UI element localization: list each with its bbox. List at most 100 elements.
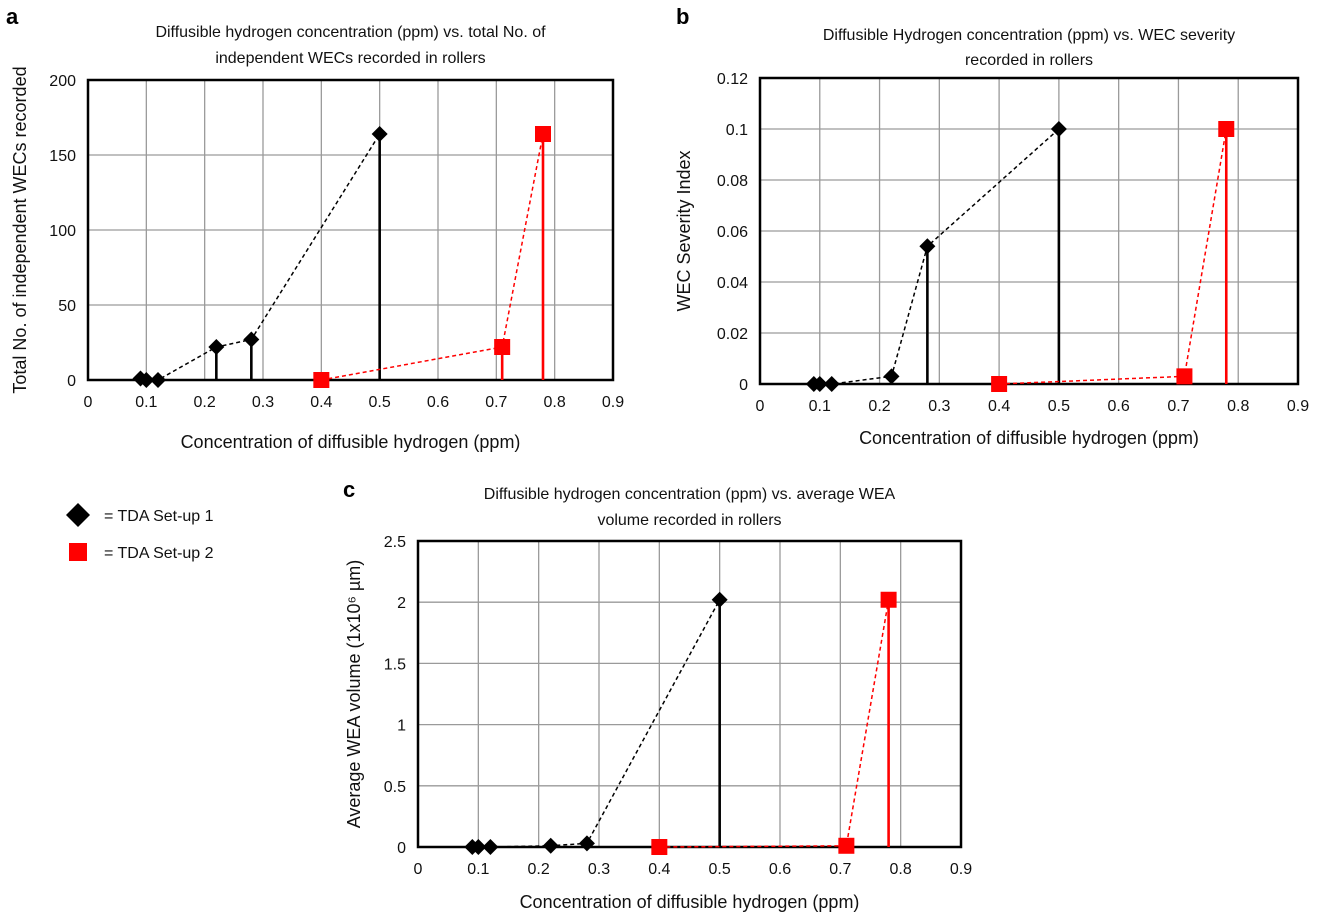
x-tick-label: 0.9 <box>950 861 972 878</box>
panel-label: a <box>6 4 19 29</box>
y-axis-label: Total No. of independent WECs recorded <box>10 66 30 393</box>
x-tick-label: 0.2 <box>868 398 890 415</box>
series-setup-1 <box>805 121 1067 392</box>
chart-panel-a: 0 0.1 0.2 0.3 0.4 0.5 0.6 0.7 0.8 0.9 0 50 100 150 200… <box>6 4 624 452</box>
data-point-square <box>838 837 855 854</box>
x-tick-label: 0.5 <box>1048 398 1070 415</box>
x-axis-label: Concentration of diffusible hydrogen (pp… <box>859 428 1199 448</box>
data-point-diamond <box>883 368 900 385</box>
y-tick-label: 2.5 <box>384 534 406 551</box>
series-setup-2 <box>651 591 897 855</box>
data-point-diamond <box>243 331 260 348</box>
x-axis-label: Concentration of diffusible hydrogen (pp… <box>520 892 860 912</box>
data-point-diamond <box>470 839 487 855</box>
panel-label: b <box>676 4 689 29</box>
x-tick-label: 0.9 <box>1287 398 1309 415</box>
x-axis-label: Concentration of diffusible hydrogen (pp… <box>181 432 521 452</box>
y-tick-label: 150 <box>49 148 76 165</box>
data-point-square <box>1176 368 1193 385</box>
chart-title: independent WECs recorded in rollers <box>215 50 485 67</box>
x-tick-label: 0.2 <box>528 861 550 878</box>
x-tick-label: 0.8 <box>544 394 566 411</box>
series-setup-1 <box>132 126 388 388</box>
legend-label: = TDA Set-up 1 <box>104 508 214 525</box>
x-tick-label: 0.8 <box>1227 398 1249 415</box>
x-tick-label: 0.7 <box>1167 398 1189 415</box>
x-tick-label: 0.1 <box>467 861 489 878</box>
y-axis-label: WEC Severity Index <box>674 150 694 311</box>
plot-frame <box>758 76 1300 386</box>
series-line <box>659 599 890 848</box>
legend: = TDA Set-up 1 = TDA Set-up 2 <box>66 503 214 562</box>
data-point-square <box>651 839 668 855</box>
x-tick-label: 0.5 <box>369 394 391 411</box>
x-tick-label: 0.4 <box>648 861 670 878</box>
y-tick-label: 0.12 <box>717 71 748 88</box>
x-tick-label: 0.6 <box>427 394 449 411</box>
series-setup-2 <box>313 126 551 388</box>
y-tick-label: 2 <box>397 595 406 612</box>
data-point-diamond <box>208 339 225 355</box>
y-tick-label: 1.5 <box>384 656 406 673</box>
data-point-diamond <box>138 372 155 388</box>
x-tick-label: 0.7 <box>829 861 851 878</box>
x-tick-label: 0.3 <box>588 861 610 878</box>
x-tick-label: 0.3 <box>928 398 950 415</box>
y-axis-label: Average WEA volume (1x10⁶ µm) <box>344 560 364 829</box>
y-tick-label: 50 <box>58 298 76 315</box>
legend-square-icon <box>69 543 87 561</box>
plot-frame <box>86 78 615 382</box>
x-tick-label: 0.2 <box>194 394 216 411</box>
y-tick-label: 100 <box>49 223 76 240</box>
chart-panel-c: 0 0.1 0.2 0.3 0.4 0.5 0.6 0.7 0.8 0.9 0 0.5 1 1.5 2 2.5… <box>343 477 972 912</box>
data-point-diamond <box>371 126 388 142</box>
y-tick-label: 0.5 <box>384 779 406 796</box>
x-tick-label: 0 <box>756 398 765 415</box>
series-line <box>472 599 721 848</box>
x-tick-label: 0.6 <box>769 861 791 878</box>
y-tick-label: 0.1 <box>726 122 748 139</box>
chart-title: Diffusible hydrogen concentration (ppm) … <box>484 486 896 503</box>
x-tick-label: 0.4 <box>988 398 1010 415</box>
y-tick-label: 0 <box>397 840 406 857</box>
data-point-square <box>1218 121 1235 137</box>
legend-label: = TDA Set-up 2 <box>104 545 214 562</box>
chart-title: recorded in rollers <box>965 52 1093 69</box>
chart-panel-b: 0 0.1 0.2 0.3 0.4 0.5 0.6 0.7 0.8 0.9 0 0.02 0.04 0.0… <box>674 4 1309 448</box>
x-tick-label: 0.5 <box>709 861 731 878</box>
series-setup-2 <box>991 121 1235 392</box>
legend-diamond-icon <box>66 503 90 527</box>
y-tick-label: 0 <box>739 377 748 394</box>
data-point-diamond <box>711 591 728 608</box>
data-point-diamond <box>1050 121 1067 137</box>
y-tick-label: 0.04 <box>717 275 748 292</box>
series-setup-1 <box>464 591 728 855</box>
plot-frame <box>416 539 963 849</box>
x-tick-label: 0 <box>414 861 423 878</box>
x-tick-label: 0.3 <box>252 394 274 411</box>
panel-label: c <box>343 477 355 502</box>
data-point-square <box>880 591 897 608</box>
x-tick-label: 0.1 <box>809 398 831 415</box>
y-tick-label: 0.02 <box>717 326 748 343</box>
data-point-diamond <box>150 372 166 388</box>
data-point-diamond <box>811 376 828 392</box>
y-tick-label: 0 <box>67 373 76 390</box>
x-tick-label: 0.1 <box>135 394 157 411</box>
series-line <box>813 128 1060 385</box>
x-tick-label: 0.8 <box>890 861 912 878</box>
chart-title: volume recorded in rollers <box>597 512 781 529</box>
y-tick-label: 1 <box>397 718 406 735</box>
series-line <box>140 133 381 381</box>
data-point-square <box>991 376 1008 392</box>
data-point-square <box>313 372 330 388</box>
data-point-square <box>494 339 511 355</box>
y-tick-label: 0.06 <box>717 224 748 241</box>
series-line <box>999 128 1228 385</box>
data-point-diamond <box>482 839 499 855</box>
data-point-diamond <box>578 835 595 852</box>
x-tick-label: 0.7 <box>485 394 507 411</box>
y-tick-label: 200 <box>49 73 76 90</box>
y-tick-label: 0.08 <box>717 173 748 190</box>
